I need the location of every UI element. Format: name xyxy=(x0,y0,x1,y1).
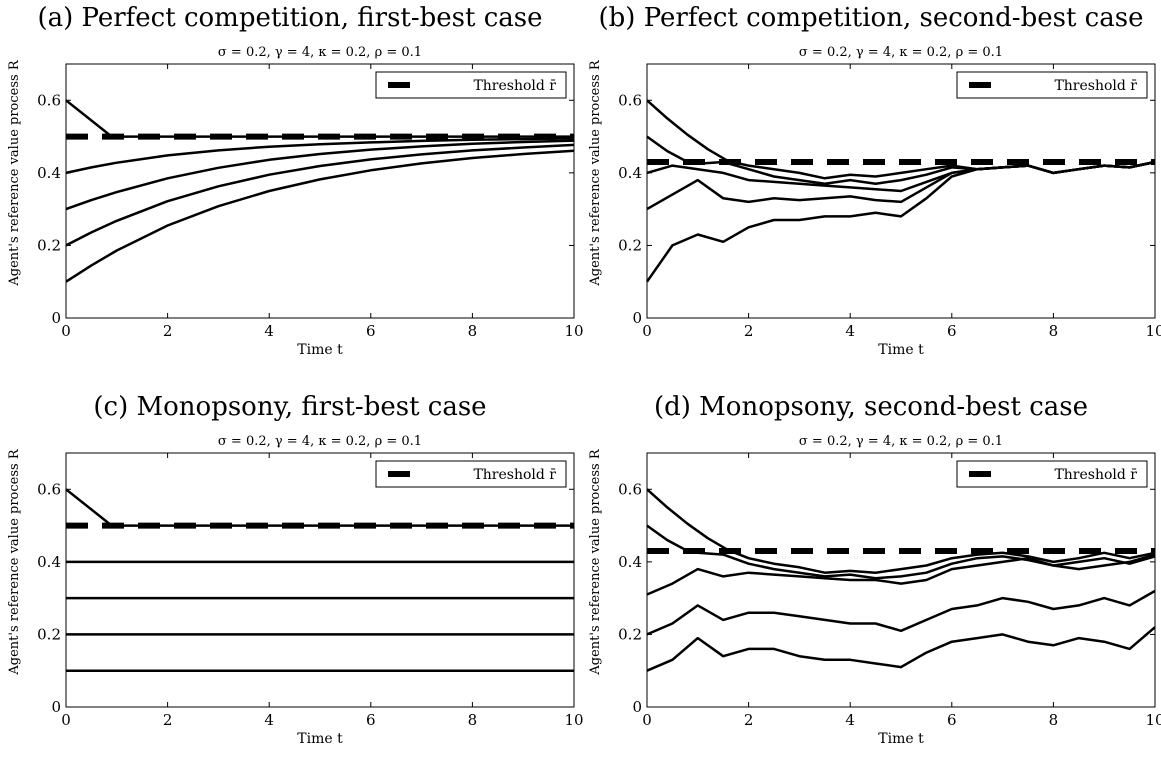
series-line xyxy=(646,553,1156,596)
chart-title: σ = 0.2, γ = 4, κ = 0.2, ρ = 0.1 xyxy=(218,45,422,60)
y-tick-label: 0 xyxy=(51,698,61,716)
y-tick-label: 0.2 xyxy=(618,625,642,643)
y-tick-label: 0.6 xyxy=(37,480,61,498)
panel-title: (c) Monopsony, first-best case xyxy=(93,392,487,422)
axes-box xyxy=(65,63,575,319)
series-line xyxy=(65,149,575,283)
x-tick-label: 0 xyxy=(642,322,652,340)
y-tick-label: 0.4 xyxy=(37,553,61,571)
series-line xyxy=(646,99,1156,180)
y-tick-label: 0.4 xyxy=(618,553,642,571)
x-tick-label: 2 xyxy=(744,322,754,340)
x-tick-label: 6 xyxy=(947,711,957,729)
panel-a: (a) Perfect competition, first-best case… xyxy=(0,0,584,389)
series-line xyxy=(646,589,1156,636)
axes-box xyxy=(646,452,1156,708)
x-tick-label: 4 xyxy=(264,711,274,729)
x-tick-label: 0 xyxy=(642,711,652,729)
x-tick-label: 2 xyxy=(744,711,754,729)
x-tick-label: 4 xyxy=(845,322,855,340)
series-line xyxy=(65,143,575,247)
y-tick-label: 0 xyxy=(51,309,61,327)
x-axis-label: Time t xyxy=(878,731,924,747)
x-tick-label: 6 xyxy=(366,322,376,340)
x-tick-label: 0 xyxy=(61,322,71,340)
x-axis-label: Time t xyxy=(297,342,343,358)
series-line xyxy=(646,160,1156,193)
panel-title: (a) Perfect competition, first-best case xyxy=(37,3,543,33)
panel-title: (b) Perfect competition, second-best cas… xyxy=(598,3,1144,33)
legend-label: Threshold r̄ xyxy=(473,78,556,94)
y-axis-label: Agent's reference value process R xyxy=(588,448,603,675)
chart-title: σ = 0.2, γ = 4, κ = 0.2, ρ = 0.1 xyxy=(799,45,1003,60)
y-axis-label: Agent's reference value process R xyxy=(588,59,603,286)
chart-title: σ = 0.2, γ = 4, κ = 0.2, ρ = 0.1 xyxy=(218,434,422,449)
x-tick-label: 10 xyxy=(564,322,583,340)
x-tick-label: 10 xyxy=(564,711,583,729)
y-tick-label: 0.2 xyxy=(37,236,61,254)
chart-b: σ = 0.2, γ = 4, κ = 0.2, ρ = 0.1 0 2 4 6 8 10 0… xyxy=(588,45,1161,358)
y-tick-label: 0.2 xyxy=(37,625,61,643)
series-line xyxy=(646,524,1156,580)
x-tick-label: 8 xyxy=(1049,711,1059,729)
x-tick-label: 8 xyxy=(468,711,478,729)
series-line xyxy=(65,139,575,211)
series-line xyxy=(645,160,1156,283)
y-tick-label: 0 xyxy=(632,698,642,716)
x-tick-label: 4 xyxy=(845,711,855,729)
x-tick-label: 8 xyxy=(1049,322,1059,340)
series-line xyxy=(65,488,574,527)
panel-title: (d) Monopsony, second-best case xyxy=(653,392,1088,422)
x-tick-label: 0 xyxy=(61,711,71,729)
x-tick-label: 10 xyxy=(1145,322,1161,340)
series-line xyxy=(646,488,1156,574)
legend-label: Threshold r̄ xyxy=(1054,467,1137,483)
x-tick-label: 10 xyxy=(1145,711,1161,729)
x-tick-label: 2 xyxy=(163,322,173,340)
y-axis-label: Agent's reference value process R xyxy=(7,448,22,675)
legend-label: Threshold r̄ xyxy=(1054,78,1137,94)
x-axis-label: Time t xyxy=(297,731,343,747)
x-tick-label: 6 xyxy=(366,711,376,729)
panel-c: (c) Monopsony, first-best case σ = 0.2, … xyxy=(0,389,584,778)
y-tick-label: 0.6 xyxy=(37,91,61,109)
chart-d: σ = 0.2, γ = 4, κ = 0.2, ρ = 0.1 0 2 4 6 8 10 0… xyxy=(588,434,1161,747)
y-tick-label: 0.4 xyxy=(618,164,642,182)
legend-label: Threshold r̄ xyxy=(473,467,556,483)
series-line xyxy=(65,137,575,175)
series-line xyxy=(646,626,1156,672)
y-tick-label: 0.6 xyxy=(618,480,642,498)
y-tick-label: 0.4 xyxy=(37,164,61,182)
x-axis-label: Time t xyxy=(878,342,924,358)
chart-title: σ = 0.2, γ = 4, κ = 0.2, ρ = 0.1 xyxy=(799,434,1003,449)
panel-d: (d) Monopsony, second-best case σ = 0.2,… xyxy=(581,389,1161,778)
y-tick-label: 0.6 xyxy=(618,91,642,109)
axes-box xyxy=(646,63,1156,319)
x-tick-label: 2 xyxy=(163,711,173,729)
chart-c: σ = 0.2, γ = 4, κ = 0.2, ρ = 0.1 0 2 4 6 8 10 0… xyxy=(7,434,584,747)
y-tick-label: 0 xyxy=(632,309,642,327)
y-axis-label: Agent's reference value process R xyxy=(7,59,22,286)
x-tick-label: 4 xyxy=(264,322,274,340)
panel-b: (b) Perfect competition, second-best cas… xyxy=(581,0,1161,389)
chart-a: σ = 0.2, γ = 4, κ = 0.2, ρ = 0.1 0 2 4 6 8 10 0… xyxy=(7,45,584,358)
x-tick-label: 6 xyxy=(947,322,957,340)
series-line xyxy=(65,99,574,138)
axes-box xyxy=(65,452,575,708)
x-tick-label: 8 xyxy=(468,322,478,340)
y-tick-label: 0.2 xyxy=(618,236,642,254)
